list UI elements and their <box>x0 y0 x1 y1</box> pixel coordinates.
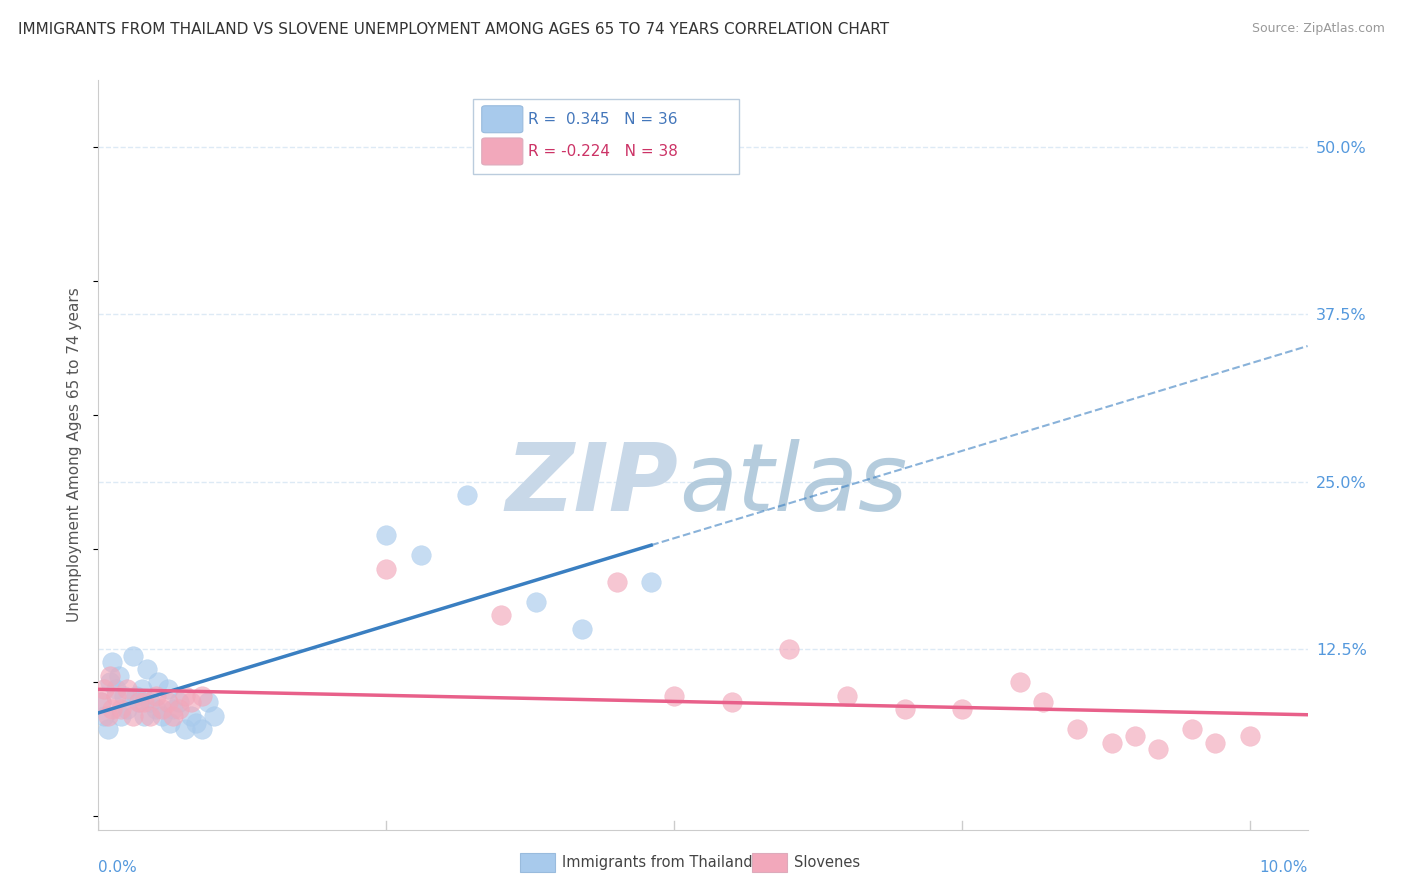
Point <box>197 696 219 710</box>
Point <box>115 682 138 697</box>
Point <box>93 682 115 697</box>
Point <box>135 662 157 676</box>
Point <box>375 528 398 542</box>
Point <box>409 548 432 563</box>
Point <box>893 702 915 716</box>
Point <box>97 708 120 723</box>
Y-axis label: Unemployment Among Ages 65 to 74 years: Unemployment Among Ages 65 to 74 years <box>67 287 83 623</box>
Point <box>720 696 742 710</box>
Point <box>110 702 132 716</box>
Point <box>148 675 170 690</box>
FancyBboxPatch shape <box>482 138 523 165</box>
Point <box>131 682 153 697</box>
Point <box>110 708 132 723</box>
Point <box>134 708 156 723</box>
Point <box>191 689 214 703</box>
Text: ZIP: ZIP <box>506 439 679 531</box>
Text: 0.0%: 0.0% <box>98 860 138 874</box>
Point <box>108 669 131 683</box>
Point <box>1239 729 1261 743</box>
Point <box>167 702 190 716</box>
Text: Immigrants from Thailand: Immigrants from Thailand <box>562 855 754 870</box>
Point <box>524 595 547 609</box>
Point <box>139 708 162 723</box>
Point <box>145 689 167 703</box>
Point <box>571 622 593 636</box>
FancyBboxPatch shape <box>474 99 740 174</box>
Point <box>150 702 173 716</box>
Text: Source: ZipAtlas.com: Source: ZipAtlas.com <box>1251 22 1385 36</box>
Point <box>180 696 202 710</box>
Point <box>101 702 124 716</box>
Point <box>1204 735 1226 749</box>
Point <box>162 702 184 716</box>
Point <box>456 488 478 502</box>
Text: Slovenes: Slovenes <box>794 855 860 870</box>
Point <box>115 702 138 716</box>
Point <box>173 689 195 703</box>
Point <box>150 708 173 723</box>
Text: 10.0%: 10.0% <box>1260 860 1308 874</box>
Point <box>139 696 162 710</box>
Point <box>606 575 628 590</box>
Point <box>156 682 179 697</box>
Point <box>125 689 148 703</box>
Point <box>167 696 190 710</box>
Point <box>491 608 513 623</box>
Point <box>128 696 150 710</box>
Point <box>104 682 127 697</box>
Point <box>98 669 121 683</box>
FancyBboxPatch shape <box>482 106 523 133</box>
Point <box>162 708 184 723</box>
Point <box>173 723 195 737</box>
Point <box>778 642 800 657</box>
Point <box>145 702 167 716</box>
Point <box>1066 723 1088 737</box>
Point <box>640 575 662 590</box>
Point <box>180 708 202 723</box>
Point <box>98 675 121 690</box>
Point <box>156 696 179 710</box>
Point <box>835 689 858 703</box>
Point <box>104 689 127 703</box>
Point <box>375 562 398 576</box>
Point <box>128 696 150 710</box>
Point <box>97 723 120 737</box>
Point <box>134 696 156 710</box>
Point <box>186 715 208 730</box>
Point <box>112 689 135 703</box>
Point <box>1101 735 1123 749</box>
Text: R =  0.345   N = 36: R = 0.345 N = 36 <box>527 112 678 127</box>
Text: R = -0.224   N = 38: R = -0.224 N = 38 <box>527 144 678 159</box>
Point <box>1008 675 1031 690</box>
Point <box>93 708 115 723</box>
Point <box>202 708 225 723</box>
Point <box>1123 729 1146 743</box>
Text: atlas: atlas <box>679 440 907 531</box>
Point <box>90 696 112 710</box>
Point <box>122 708 145 723</box>
Point <box>101 655 124 669</box>
Point <box>90 696 112 710</box>
Point <box>191 723 214 737</box>
Point <box>1147 742 1170 756</box>
Point <box>1181 723 1204 737</box>
Point <box>122 648 145 663</box>
Point <box>159 715 181 730</box>
Point <box>1032 696 1054 710</box>
Text: IMMIGRANTS FROM THAILAND VS SLOVENE UNEMPLOYMENT AMONG AGES 65 TO 74 YEARS CORRE: IMMIGRANTS FROM THAILAND VS SLOVENE UNEM… <box>18 22 890 37</box>
Point <box>950 702 973 716</box>
Point <box>664 689 686 703</box>
